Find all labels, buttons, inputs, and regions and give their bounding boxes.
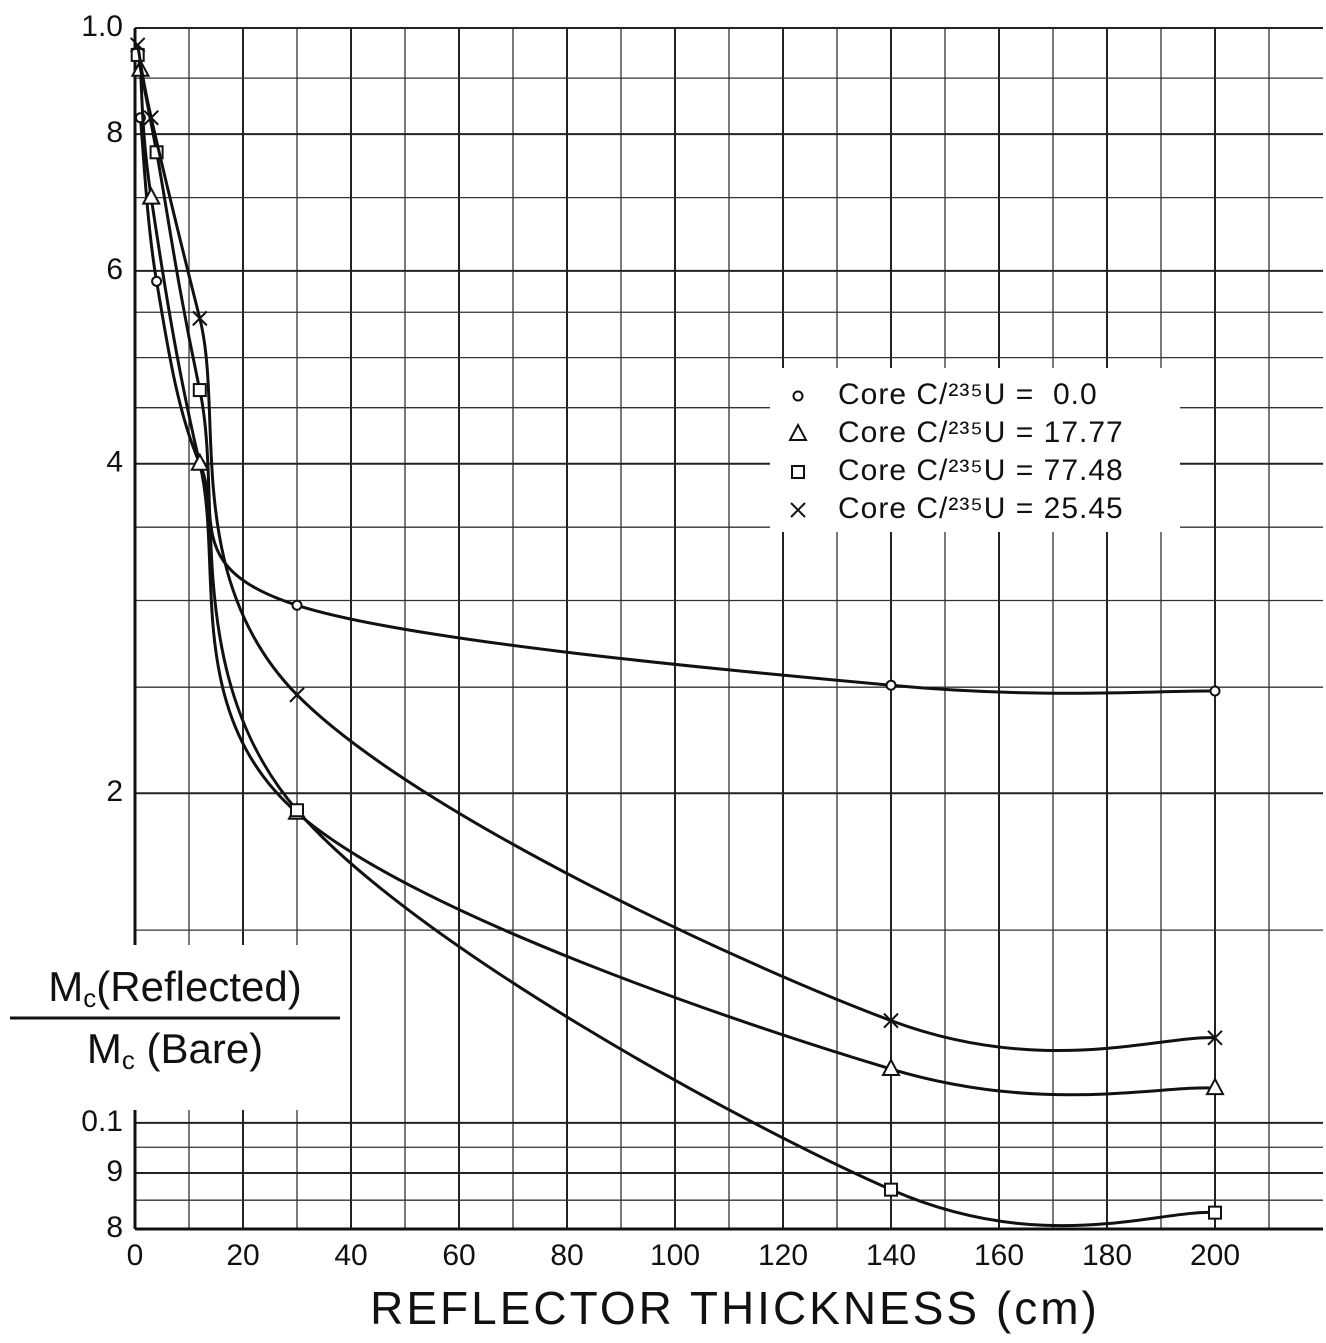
marker — [143, 110, 159, 126]
marker — [790, 502, 806, 518]
legend-label: Core C/²³⁵U = 0.0 — [838, 378, 1098, 411]
symbol: M — [87, 1025, 122, 1072]
legend: Core C/²³⁵U = 0.0 Core C/²³⁵U = 17.77 Core… — [770, 368, 1180, 532]
y-tick-label: 8 — [106, 116, 123, 149]
marker — [788, 422, 808, 441]
symbol: M — [48, 963, 83, 1010]
marker — [791, 465, 805, 479]
marker — [289, 687, 305, 703]
legend-label: Core C/²³⁵U = 25.45 — [838, 492, 1124, 525]
marker — [883, 1012, 899, 1029]
marker — [885, 679, 897, 691]
marker — [1208, 1205, 1222, 1220]
y-tick-label: 0.1 — [81, 1105, 123, 1138]
label-backdrop — [0, 945, 345, 1110]
y-tick-label: 8 — [106, 1211, 123, 1244]
x-tick-label: 140 — [866, 1239, 916, 1272]
marker — [881, 1057, 901, 1077]
subscript: c — [122, 1045, 135, 1075]
grid — [133, 27, 1323, 1231]
series-line — [138, 69, 1216, 1097]
marker — [1209, 685, 1221, 697]
y-tick-label: 1.0 — [81, 10, 123, 43]
marker — [291, 599, 303, 611]
marker — [290, 803, 304, 818]
text: (Bare) — [135, 1025, 263, 1072]
marker — [192, 310, 208, 327]
marker — [1205, 1076, 1225, 1096]
legend-label: Core C/²³⁵U = 77.48 — [838, 454, 1124, 487]
x-tick-label: 0 — [127, 1239, 144, 1272]
y-label-denominator: Mc (Bare) — [87, 1025, 263, 1075]
marker — [141, 186, 161, 205]
y-tick-label: 9 — [106, 1155, 123, 1188]
y-tick-label: 2 — [106, 775, 123, 808]
series-line — [136, 54, 1216, 1228]
marker — [792, 390, 804, 402]
x-tick-label: 20 — [226, 1239, 259, 1272]
marker — [151, 275, 163, 287]
ticks: 0 20 40 60 80 100 120 140 160 180 200 1.0 8 6 4 2 0.1 9 8 — [81, 10, 1240, 1272]
x-tick-label: 40 — [334, 1239, 367, 1272]
subscript: c — [83, 983, 96, 1013]
x-tick-label: 80 — [550, 1239, 583, 1272]
marker — [192, 383, 207, 398]
y-tick-label: 4 — [106, 446, 123, 479]
x-tick-label: 120 — [758, 1239, 808, 1272]
x-tick-label: 60 — [442, 1239, 475, 1272]
marker — [190, 452, 210, 471]
legend-label: Core C/²³⁵U = 17.77 — [838, 416, 1124, 449]
x-tick-label: 180 — [1082, 1239, 1132, 1272]
text: (Reflected) — [96, 963, 301, 1010]
x-tick-label: 160 — [974, 1239, 1024, 1272]
curves — [129, 37, 1225, 1228]
x-tick-label: 100 — [650, 1239, 700, 1272]
x-tick-label: 200 — [1190, 1239, 1240, 1272]
x-axis-label: REFLECTOR THICKNESS (cm) — [370, 1282, 1100, 1334]
legend-box — [770, 368, 1180, 532]
y-tick-label: 6 — [106, 253, 123, 286]
marker — [884, 1182, 898, 1197]
marker — [1207, 1030, 1223, 1046]
marker — [129, 37, 146, 53]
y-label-numerator: Mc(Reflected) — [48, 963, 301, 1013]
